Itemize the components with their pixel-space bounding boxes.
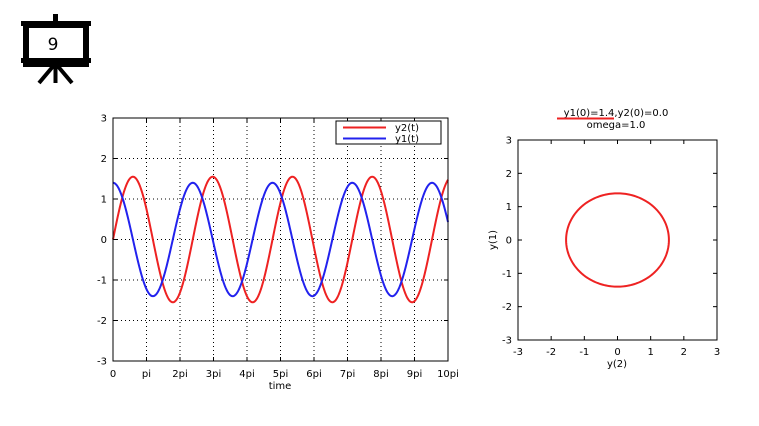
y-tick-label: 2	[101, 154, 107, 165]
x-axis-label: y(2)	[607, 359, 627, 370]
x-tick-label: 6pi	[306, 369, 322, 380]
y-tick-label: -1	[97, 276, 107, 287]
series-group	[112, 175, 449, 304]
series-line-y2t	[112, 175, 449, 304]
orbit-curve	[565, 192, 670, 288]
y-tick-labels: -3 -2 -1 0 1 2 3	[97, 114, 107, 368]
x-tick-labels: -3 -2 -1 0 1 2 3	[513, 347, 720, 358]
x-tick-labels: 0 pi 2pi 3pi 4pi 5pi 6pi 7pi 8pi 9pi 10pi	[110, 369, 459, 380]
x-tick-label: 5pi	[273, 369, 289, 380]
y-tick-label: 0	[506, 236, 512, 247]
y-tick-label: 2	[506, 169, 512, 180]
series-line-y1t	[112, 181, 449, 298]
x-tick-label: 4pi	[239, 369, 255, 380]
x-tick-label: 2pi	[172, 369, 188, 380]
series-group	[565, 192, 670, 288]
y-tick-label: -1	[502, 269, 512, 280]
x-tick-label: -3	[513, 347, 523, 358]
legend-box	[335, 120, 442, 145]
y-tick-label: 0	[101, 235, 107, 246]
x-tick-label: 2	[681, 347, 687, 358]
x-tick-label: 9pi	[407, 369, 423, 380]
y-tick-label: -2	[502, 302, 512, 313]
x-tick-label: -1	[579, 347, 589, 358]
legend: y2(t) y1(t)	[335, 120, 442, 145]
time-series-chart: 0 pi 2pi 3pi 4pi 5pi 6pi 7pi 8pi 9pi 10pi -3 -2 -1 0 1…	[97, 114, 459, 393]
grid	[113, 118, 448, 361]
plot-frame	[517, 139, 718, 341]
x-tick-label: -2	[546, 347, 556, 358]
x-tick-label: pi	[142, 369, 151, 380]
y-tick-label: -3	[97, 357, 107, 368]
y-tick-label: 3	[101, 114, 107, 125]
x-tick-label: 8pi	[373, 369, 389, 380]
y-tick-label: -2	[97, 316, 107, 327]
x-tick-label: 10pi	[437, 369, 459, 380]
y-tick-label: 1	[506, 202, 512, 213]
x-tick-label: 3	[714, 347, 720, 358]
x-tick-label: 3pi	[206, 369, 222, 380]
x-tick-label: 0	[110, 369, 116, 380]
phase-portrait-chart: y1(0)=1.4,y2(0)=0.0 omega=1.0 -3 -2 -1 0 1 2 3…	[488, 108, 720, 370]
slide-badge: 9	[20, 14, 96, 88]
tick-marks	[112, 117, 449, 362]
y-tick-label: -3	[502, 336, 512, 347]
x-axis-label: time	[269, 381, 292, 392]
y-tick-label: 3	[506, 136, 512, 147]
x-tick-label: 1	[647, 347, 653, 358]
legend-label-y2: y2(t)	[395, 123, 419, 134]
y-axis-label: y(1)	[488, 230, 499, 250]
x-tick-label: 7pi	[340, 369, 356, 380]
chart-subtitle: omega=1.0	[587, 120, 646, 131]
x-tick-label: 0	[614, 347, 620, 358]
legend-label-y1: y1(t)	[395, 134, 419, 145]
chart-title: y1(0)=1.4,y2(0)=0.0	[564, 108, 669, 119]
y-tick-label: 1	[101, 195, 107, 206]
slide-number: 9	[48, 35, 59, 55]
projector-screen-icon: 9	[21, 14, 91, 85]
tick-marks	[517, 139, 718, 341]
y-tick-labels: -3 -2 -1 0 1 2 3	[502, 136, 512, 347]
